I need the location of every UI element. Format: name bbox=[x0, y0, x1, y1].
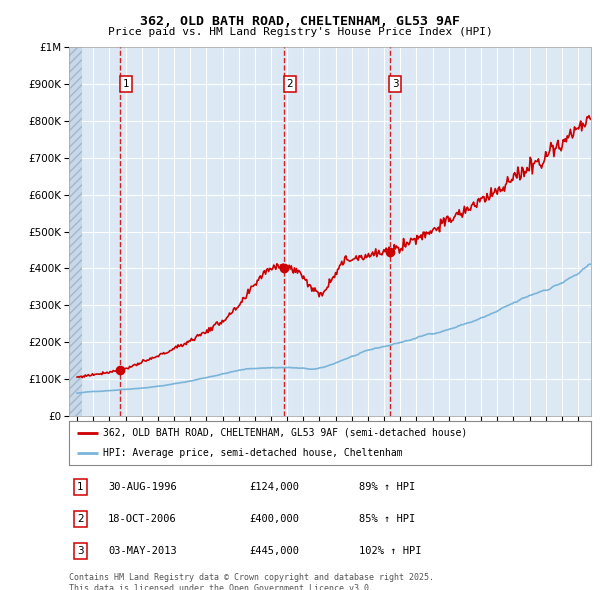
Text: £445,000: £445,000 bbox=[249, 546, 299, 556]
Text: 1: 1 bbox=[122, 79, 129, 89]
Text: 30-AUG-1996: 30-AUG-1996 bbox=[108, 482, 177, 492]
Text: 362, OLD BATH ROAD, CHELTENHAM, GL53 9AF (semi-detached house): 362, OLD BATH ROAD, CHELTENHAM, GL53 9AF… bbox=[103, 428, 467, 438]
Text: 85% ↑ HPI: 85% ↑ HPI bbox=[359, 514, 415, 524]
Text: 89% ↑ HPI: 89% ↑ HPI bbox=[359, 482, 415, 492]
Text: Contains HM Land Registry data © Crown copyright and database right 2025.
This d: Contains HM Land Registry data © Crown c… bbox=[69, 573, 434, 590]
Text: Price paid vs. HM Land Registry's House Price Index (HPI): Price paid vs. HM Land Registry's House … bbox=[107, 27, 493, 37]
Text: 18-OCT-2006: 18-OCT-2006 bbox=[108, 514, 177, 524]
Text: £400,000: £400,000 bbox=[249, 514, 299, 524]
Text: 03-MAY-2013: 03-MAY-2013 bbox=[108, 546, 177, 556]
Text: 3: 3 bbox=[392, 79, 398, 89]
Text: 2: 2 bbox=[77, 514, 84, 524]
Text: 1: 1 bbox=[77, 482, 84, 492]
Text: 102% ↑ HPI: 102% ↑ HPI bbox=[359, 546, 421, 556]
Text: HPI: Average price, semi-detached house, Cheltenham: HPI: Average price, semi-detached house,… bbox=[103, 448, 403, 458]
Text: 362, OLD BATH ROAD, CHELTENHAM, GL53 9AF: 362, OLD BATH ROAD, CHELTENHAM, GL53 9AF bbox=[140, 15, 460, 28]
Text: 3: 3 bbox=[77, 546, 84, 556]
Text: 2: 2 bbox=[286, 79, 293, 89]
Bar bbox=[69, 47, 82, 416]
Text: £124,000: £124,000 bbox=[249, 482, 299, 492]
